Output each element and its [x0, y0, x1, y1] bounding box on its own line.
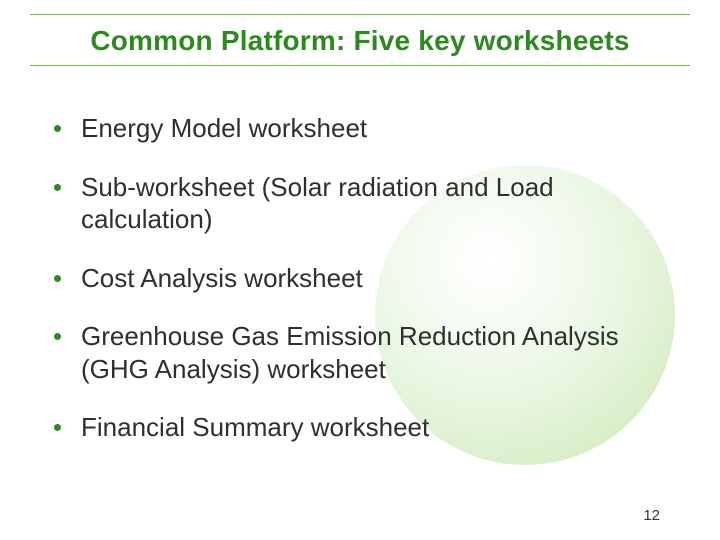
- title-block: Common Platform: Five key worksheets: [0, 14, 720, 66]
- list-item: Sub-worksheet (Solar radiation and Load …: [54, 171, 666, 236]
- page-number: 12: [643, 507, 660, 524]
- list-item: Cost Analysis worksheet: [54, 262, 666, 295]
- title-rule-bottom: [30, 65, 690, 66]
- list-item-text: Financial Summary worksheet: [81, 411, 666, 444]
- bullet-icon: [54, 275, 61, 282]
- list-item-text: Sub-worksheet (Solar radiation and Load …: [81, 171, 666, 236]
- list-item-text: Greenhouse Gas Emission Reduction Analys…: [81, 320, 666, 385]
- slide-title: Common Platform: Five key worksheets: [0, 15, 720, 65]
- bullet-list: Energy Model worksheet Sub-worksheet (So…: [54, 112, 666, 470]
- list-item: Energy Model worksheet: [54, 112, 666, 145]
- list-item: Financial Summary worksheet: [54, 411, 666, 444]
- list-item-text: Cost Analysis worksheet: [81, 262, 666, 295]
- list-item: Greenhouse Gas Emission Reduction Analys…: [54, 320, 666, 385]
- bullet-icon: [54, 125, 61, 132]
- bullet-icon: [54, 184, 61, 191]
- list-item-text: Energy Model worksheet: [81, 112, 666, 145]
- bullet-icon: [54, 424, 61, 431]
- bullet-icon: [54, 333, 61, 340]
- slide: Common Platform: Five key worksheets Ene…: [0, 0, 720, 540]
